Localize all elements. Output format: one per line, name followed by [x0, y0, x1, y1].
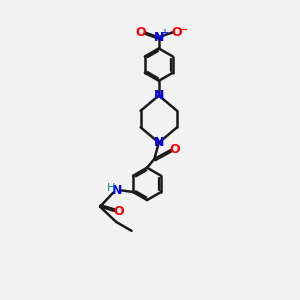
Text: N: N — [154, 136, 164, 149]
Text: H: H — [107, 182, 116, 193]
Text: N: N — [112, 184, 123, 197]
Text: −: − — [177, 24, 188, 37]
Text: O: O — [169, 143, 180, 157]
Text: +: + — [160, 28, 168, 38]
Text: N: N — [154, 31, 164, 44]
Text: O: O — [172, 26, 182, 39]
Text: N: N — [154, 89, 164, 102]
Text: O: O — [136, 26, 146, 39]
Text: O: O — [114, 205, 124, 218]
